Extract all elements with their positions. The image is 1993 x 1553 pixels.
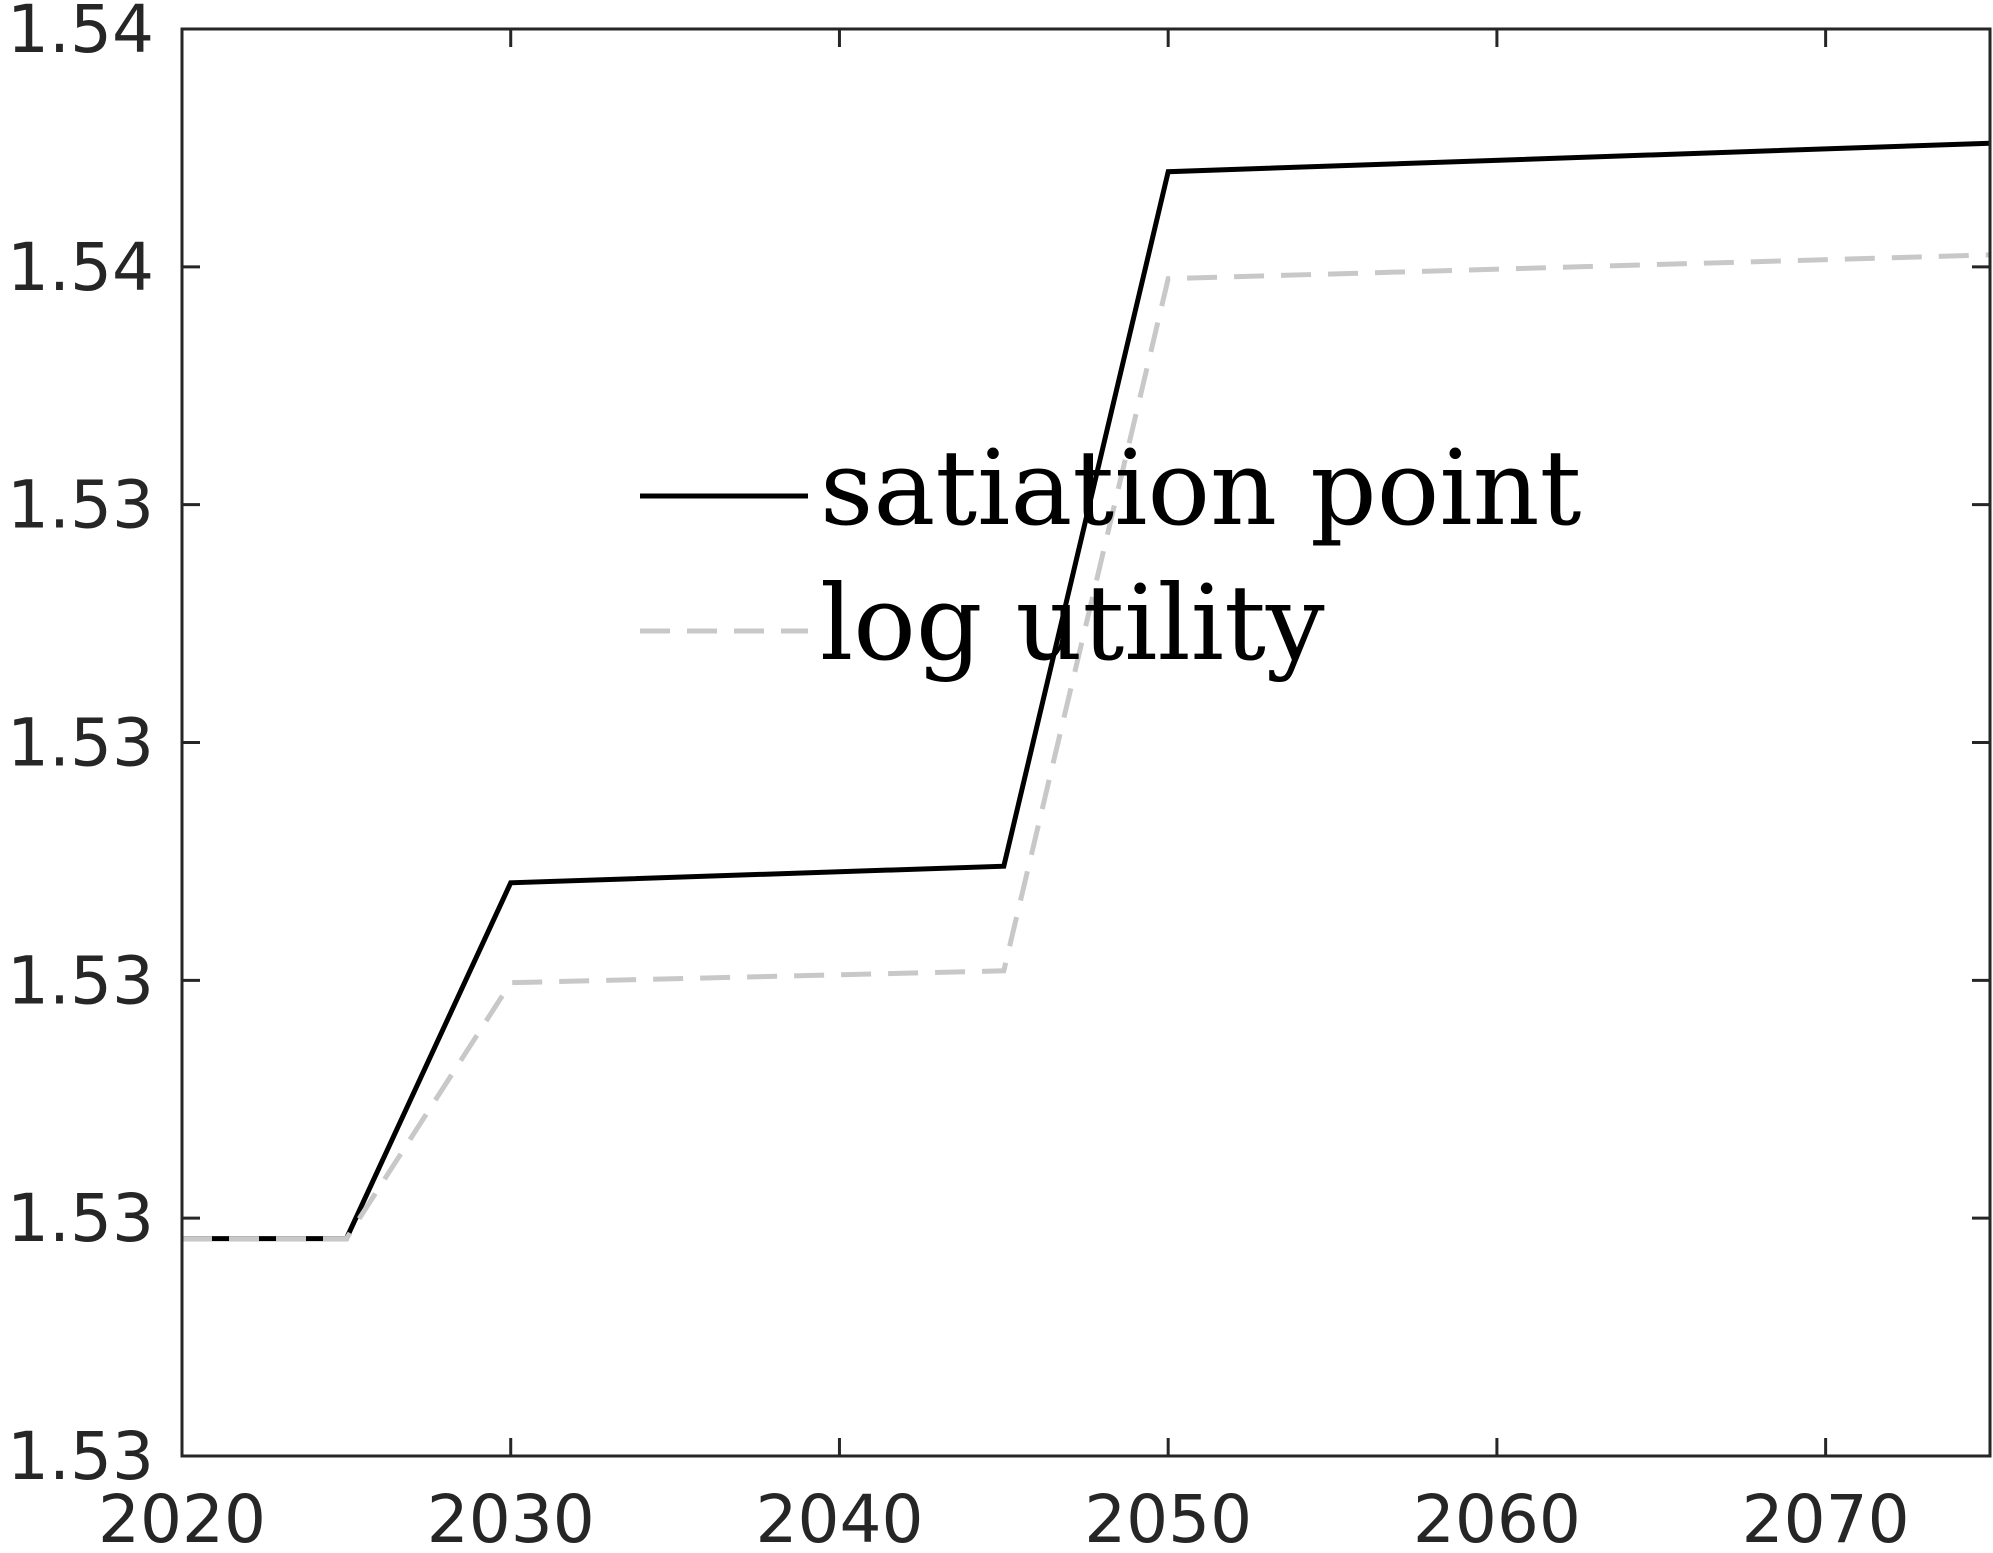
y-tick-label: 1.53 <box>7 942 154 1019</box>
x-tick-label: 2020 <box>98 1481 266 1553</box>
x-tick-label: 2060 <box>1413 1481 1581 1553</box>
y-tick-label: 1.54 <box>7 229 154 306</box>
x-tick-label: 2040 <box>755 1481 923 1553</box>
y-tick-label: 1.53 <box>7 467 154 544</box>
y-tick-label: 1.53 <box>7 1418 154 1495</box>
x-tick-label: 2050 <box>1084 1481 1252 1553</box>
x-tick-label: 2070 <box>1742 1481 1910 1553</box>
series-line-log-utility <box>182 252 1991 1242</box>
series-line-satiation-point <box>182 140 1991 1242</box>
y-tick-label: 1.54 <box>7 0 154 68</box>
x-tick-label: 2030 <box>427 1481 595 1553</box>
y-tick-label: 1.53 <box>7 705 154 782</box>
plot-area <box>182 29 1990 1456</box>
legend-label: satiation point <box>820 427 1581 549</box>
legend-label: log utility <box>820 562 1325 684</box>
y-tick-label: 1.53 <box>7 1180 154 1257</box>
